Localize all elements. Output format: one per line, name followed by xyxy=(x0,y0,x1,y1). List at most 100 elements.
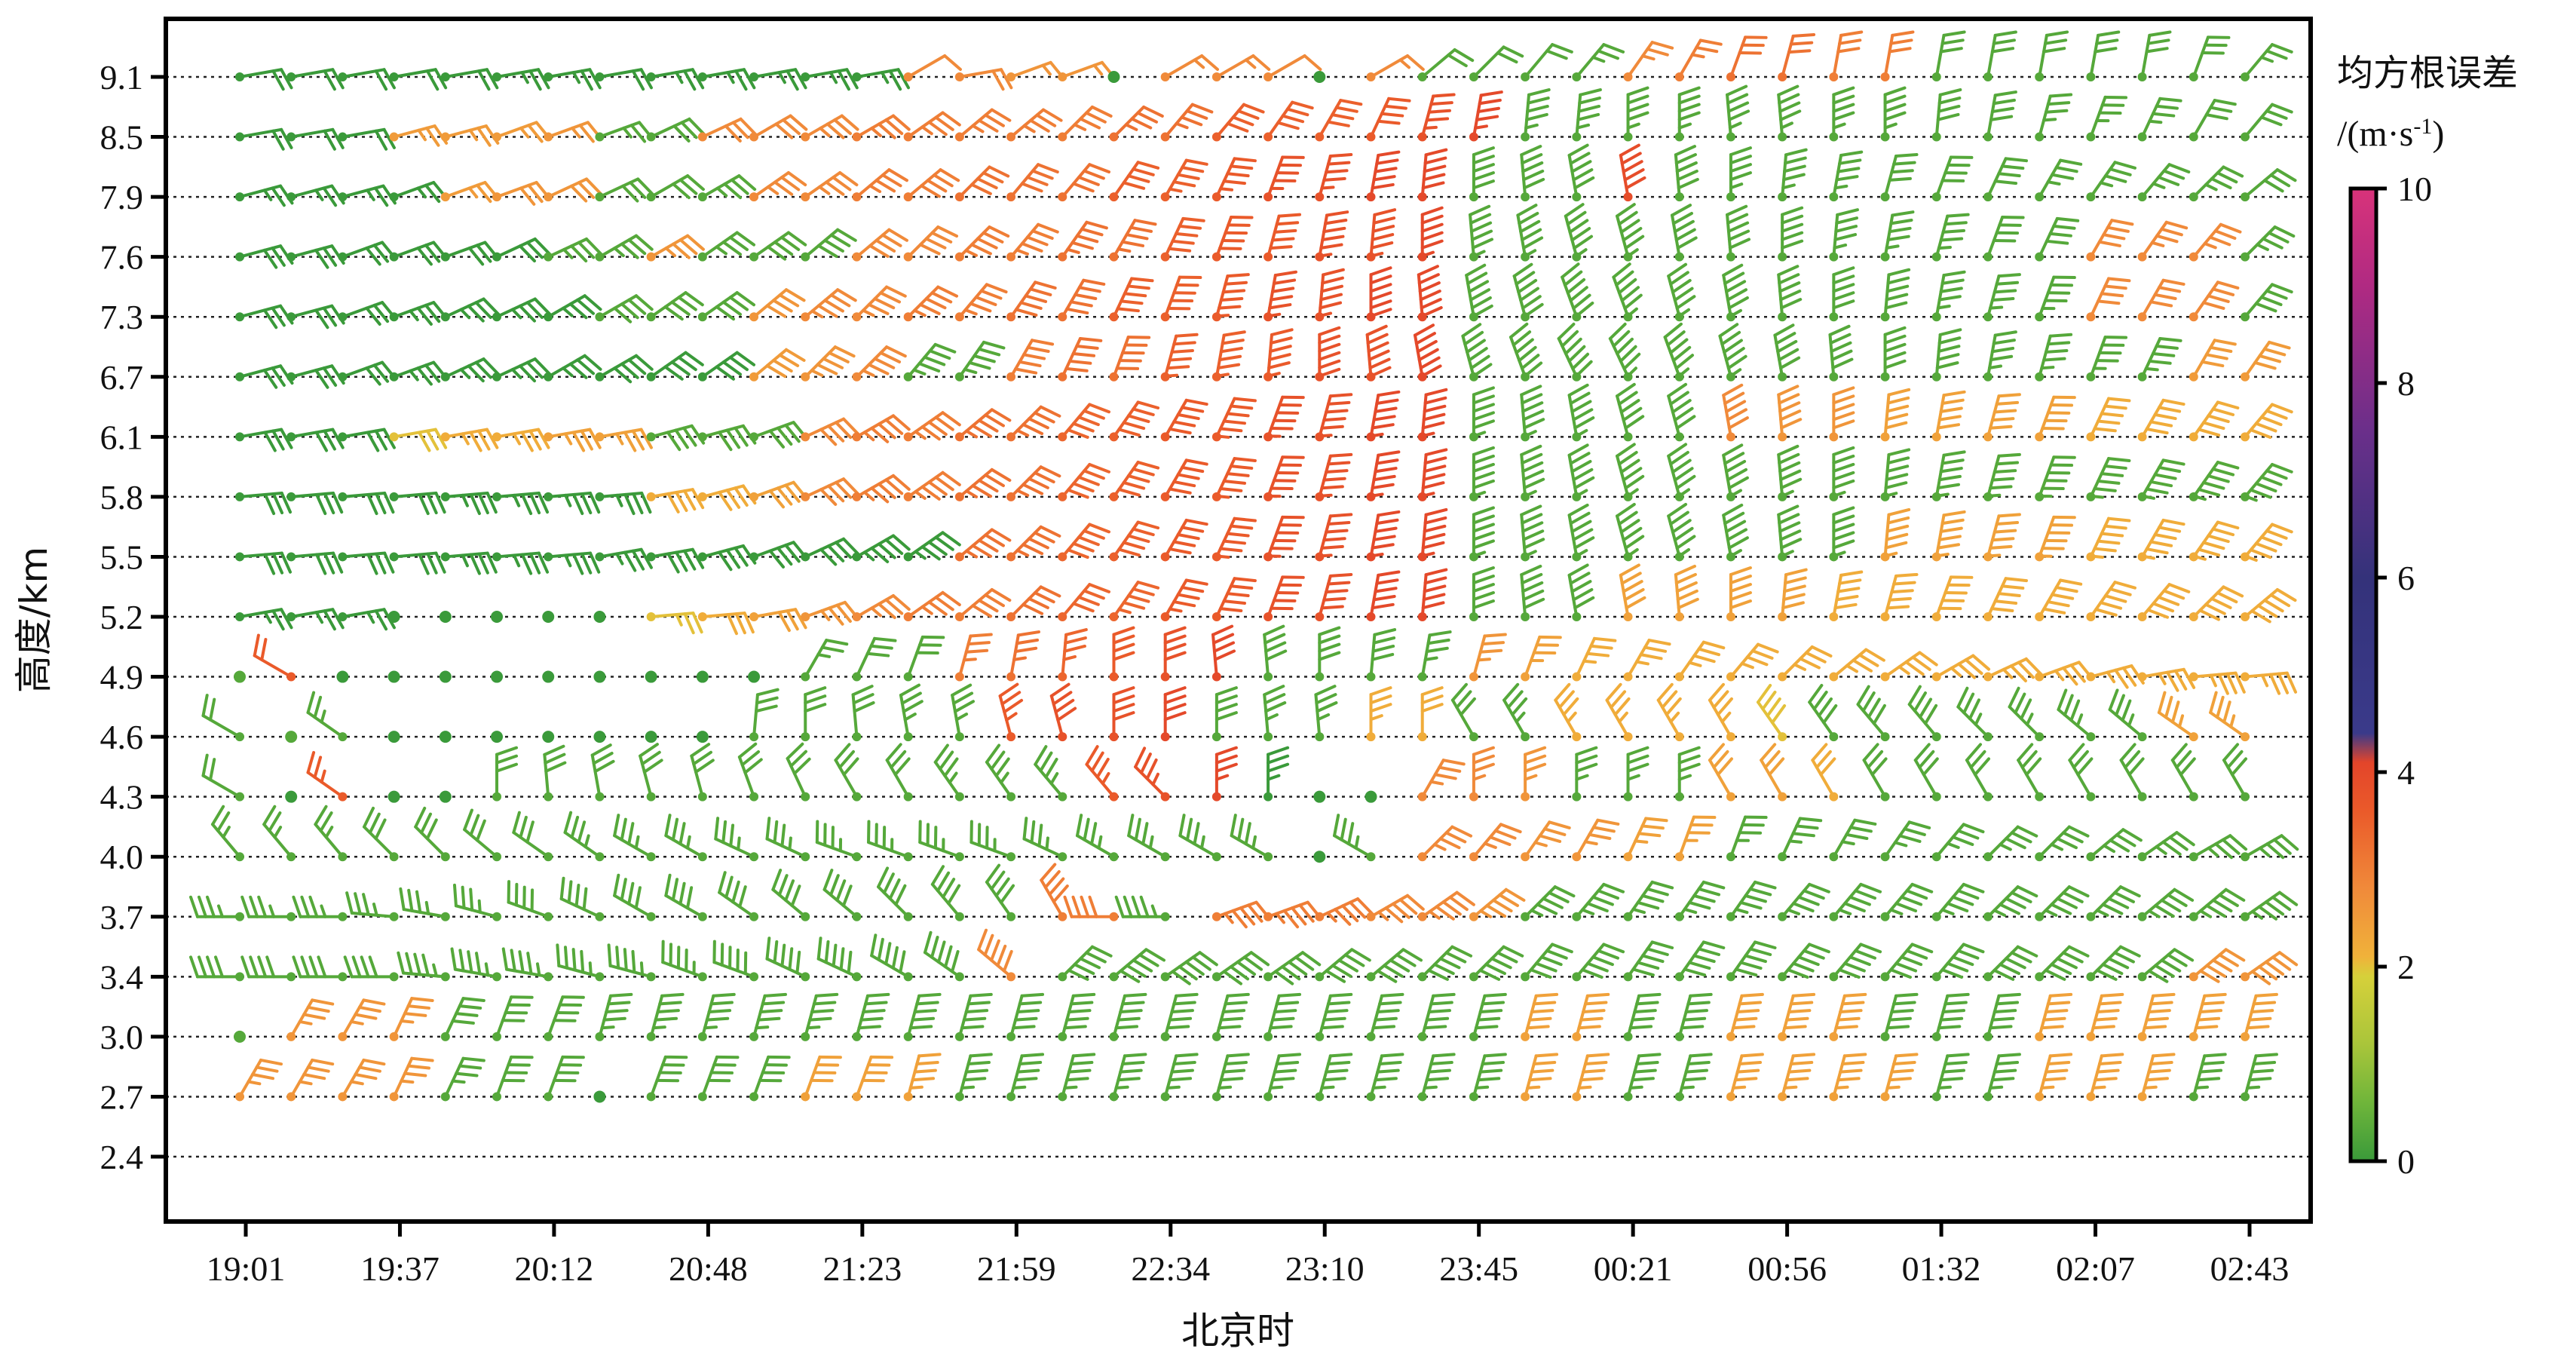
barb-full xyxy=(816,304,838,318)
barb-full xyxy=(1626,754,1649,765)
barb-full xyxy=(1422,593,1446,602)
calm-marker xyxy=(491,731,504,743)
barb-full xyxy=(1936,423,1961,430)
barb-full xyxy=(1472,583,1495,593)
barb-full xyxy=(1757,683,1772,704)
barb-half xyxy=(1781,489,1794,498)
barb-full xyxy=(590,743,612,757)
barb-full xyxy=(2201,360,2225,368)
barb-full xyxy=(1170,348,1194,354)
barb-full xyxy=(477,69,491,91)
barb-full xyxy=(1130,117,1153,130)
barb-staff xyxy=(289,1058,314,1099)
wind-barb xyxy=(646,351,704,382)
barb-full xyxy=(308,955,319,979)
barb-full xyxy=(640,492,652,514)
barb-full xyxy=(969,992,993,998)
wind-barb xyxy=(235,428,293,452)
barb-full xyxy=(1039,465,1061,478)
barb-staff xyxy=(906,111,945,139)
barb-full xyxy=(1372,474,1396,482)
barb-full xyxy=(838,749,855,769)
barb-full xyxy=(2102,233,2126,241)
barb-staff xyxy=(2192,35,2210,78)
barb-full xyxy=(1132,527,1155,537)
wind-barb xyxy=(697,484,757,511)
barb-full xyxy=(960,1025,985,1030)
barb-full xyxy=(1438,765,1462,773)
calm-marker xyxy=(748,670,761,683)
barb-full xyxy=(842,757,859,777)
barb-full xyxy=(1472,514,1495,525)
barb-full xyxy=(372,363,390,383)
barb-full xyxy=(1374,526,1398,533)
barb-full xyxy=(2149,300,2173,308)
barb-full xyxy=(2228,834,2248,851)
barb-full xyxy=(1674,564,1696,577)
wind-barb xyxy=(697,992,736,1041)
barb-full xyxy=(1779,409,1802,421)
barb-full xyxy=(1570,460,1592,474)
barb-staff xyxy=(392,997,414,1038)
barb-full xyxy=(1729,591,1752,601)
barb-full xyxy=(1377,119,1401,125)
wind-barb xyxy=(985,743,1016,802)
barb-full xyxy=(249,895,259,918)
barb-full xyxy=(1406,54,1425,72)
barb-half xyxy=(1626,488,1639,498)
barb-half xyxy=(1114,1085,1129,1090)
barb-full xyxy=(777,874,789,897)
barb-half xyxy=(1626,307,1638,318)
barb-half xyxy=(829,71,838,84)
barb-full xyxy=(2234,671,2246,694)
barb-full xyxy=(934,415,954,431)
barb-full xyxy=(982,340,1006,350)
barb-full xyxy=(240,955,251,979)
wind-barb xyxy=(1811,743,1839,802)
wind-barb xyxy=(2137,667,2196,692)
barb-staff xyxy=(2157,710,2195,739)
barb-staff xyxy=(1986,394,2001,439)
barb-full xyxy=(1784,156,1807,165)
barb-full xyxy=(969,302,992,313)
wind-barb xyxy=(2241,890,2299,921)
wind-barb xyxy=(2241,283,2293,322)
barb-staff xyxy=(1061,1054,1075,1099)
wind-barb xyxy=(737,742,763,802)
barb-staff xyxy=(1214,54,1255,78)
barb-full xyxy=(525,241,544,259)
wind-barb xyxy=(563,811,605,862)
barb-full xyxy=(1572,587,1594,602)
barb-full xyxy=(1048,877,1065,897)
barb-half xyxy=(1117,608,1132,615)
wind-barb xyxy=(2189,887,2246,921)
barb-full xyxy=(1318,334,1341,345)
barb-full xyxy=(1841,1001,1865,1006)
barb-staff xyxy=(1677,640,1705,679)
wind-barb xyxy=(1127,814,1170,862)
barb-full xyxy=(1325,589,1349,594)
barb-full xyxy=(2148,359,2172,365)
barb-staff xyxy=(765,837,807,859)
barb-full xyxy=(1622,580,1643,593)
barb-full xyxy=(189,955,199,979)
barb-full xyxy=(663,305,684,321)
barb-full xyxy=(1184,458,1208,466)
barb-full xyxy=(933,342,957,354)
barb-staff xyxy=(402,908,447,918)
wind-barb xyxy=(1777,504,1803,562)
barb-full xyxy=(2103,174,2127,183)
wind-barb xyxy=(1114,895,1170,921)
barb-full xyxy=(1529,968,1552,979)
barb-full xyxy=(1472,746,1495,756)
barb-full xyxy=(1939,237,1964,242)
wind-barb xyxy=(749,1055,791,1102)
wind-barb xyxy=(2008,686,2045,742)
barb-full xyxy=(1990,346,2015,354)
barb-full xyxy=(1726,528,1747,541)
wind-barb xyxy=(1983,885,2038,921)
wind-barb xyxy=(1829,570,1864,621)
wind-barb xyxy=(801,170,859,202)
barb-staff xyxy=(1832,573,1843,618)
barb-full xyxy=(1956,686,1969,709)
